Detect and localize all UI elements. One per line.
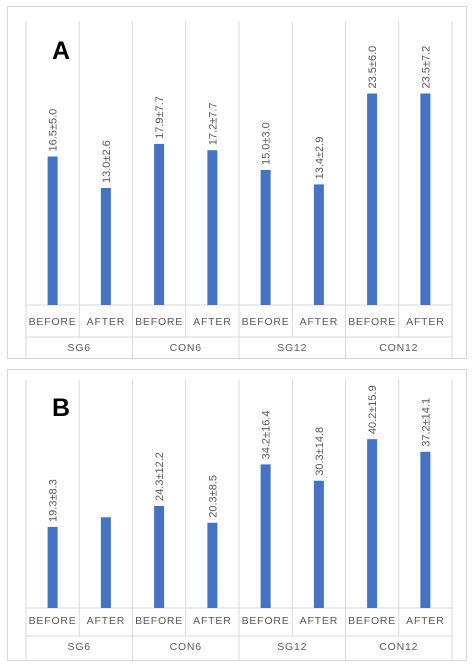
bar	[100, 188, 111, 305]
bar	[313, 480, 324, 608]
data-label: 34.2±16.4	[261, 411, 273, 460]
bar	[47, 526, 58, 608]
sub-category-label: AFTER	[300, 316, 338, 328]
sub-category-label: AFTER	[300, 615, 338, 627]
group-label: SG12	[277, 342, 307, 354]
bar	[207, 150, 218, 305]
sub-category-label: BEFORE	[29, 615, 77, 627]
bar	[207, 522, 218, 608]
bar	[367, 439, 378, 608]
group-label: SG6	[68, 641, 91, 653]
sub-category-label: AFTER	[406, 316, 444, 328]
sub-category-label: AFTER	[87, 615, 125, 627]
sub-category-label: BEFORE	[29, 316, 77, 328]
bar	[420, 93, 431, 305]
sub-category-label: BEFORE	[348, 615, 396, 627]
chart-a-plot: 16.5±5.0 BEFORE 13.0±2.6 AFTER 17.9±7.7 BEFOR…	[25, 21, 453, 359]
data-label: 30.3±14.8	[314, 427, 326, 476]
data-label: 19.3±8.3	[48, 479, 60, 522]
group-label: CON12	[379, 641, 418, 653]
sub-category-label: BEFORE	[348, 316, 396, 328]
data-label: 24.3±12.2	[154, 452, 166, 501]
bar	[100, 517, 111, 608]
data-label: 13.4±2.9	[314, 137, 326, 180]
group-label: SG6	[68, 342, 91, 354]
data-label: 16.5±5.0	[48, 109, 60, 152]
chart-panel-b: B 19.3±8.3 BEFORE AFTER 24.3±12.2 BEFORE 20.3…	[7, 369, 467, 661]
bar	[154, 143, 165, 305]
sub-category-label: AFTER	[193, 615, 231, 627]
bar	[420, 451, 431, 608]
data-label: 23.5±7.2	[420, 46, 432, 89]
group-label: CON6	[170, 342, 202, 354]
data-label: 20.3±8.5	[207, 475, 219, 518]
chart-b-plot: 19.3±8.3 BEFORE AFTER 24.3±12.2 BEFORE 20.3±8…	[25, 380, 453, 661]
sub-category-label: BEFORE	[135, 316, 183, 328]
group-label: CON12	[379, 342, 418, 354]
data-label: 23.5±6.0	[367, 46, 379, 89]
data-label: 40.2±15.9	[367, 385, 379, 434]
sub-category-label: AFTER	[406, 615, 444, 627]
data-label: 17.9±7.7	[154, 96, 166, 139]
chart-panel-a: A 16.5±5.0 BEFORE 13.0±2.6 AFTER 17.9±7.7 BEF…	[7, 6, 467, 359]
panel-letter-a: A	[52, 37, 71, 65]
data-label: 15.0±3.0	[261, 122, 273, 165]
sub-category-label: BEFORE	[242, 615, 290, 627]
data-label: 37.2±14.1	[420, 398, 432, 447]
sub-category-label: AFTER	[87, 316, 125, 328]
sub-category-label: BEFORE	[242, 316, 290, 328]
group-label: CON6	[170, 641, 202, 653]
bar	[367, 93, 378, 305]
panel-letter-b: B	[52, 394, 71, 422]
data-label: 17.2±7.7	[207, 102, 219, 145]
data-label: 13.0±2.6	[101, 140, 113, 183]
bar	[47, 156, 58, 305]
sub-category-label: AFTER	[193, 316, 231, 328]
group-label: SG12	[277, 641, 307, 653]
bar	[313, 184, 324, 305]
bar	[260, 464, 271, 608]
sub-category-label: BEFORE	[135, 615, 183, 627]
bar	[154, 505, 165, 608]
bar	[260, 170, 271, 305]
